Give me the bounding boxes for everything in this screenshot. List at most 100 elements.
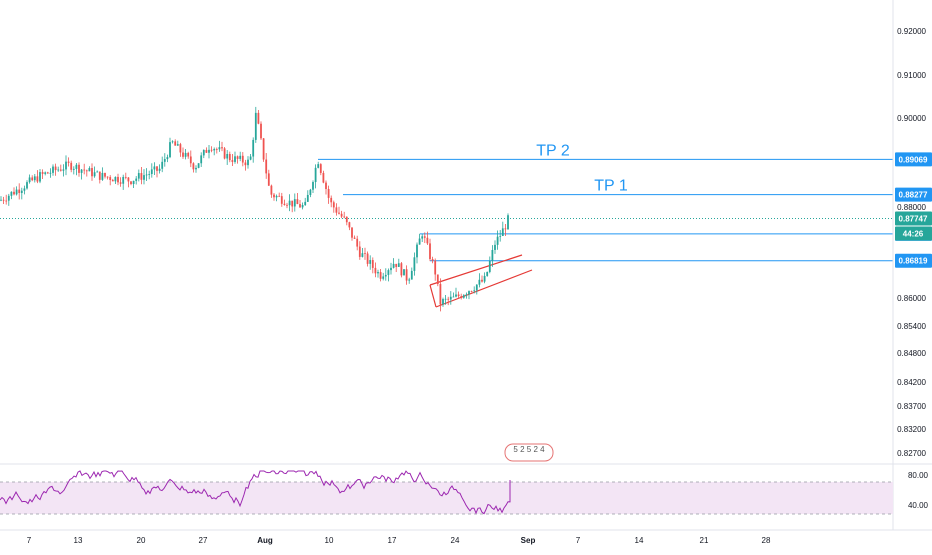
candle-body (70, 162, 73, 170)
candle-body (488, 260, 491, 272)
candle-body (161, 161, 164, 169)
candle-body (408, 279, 411, 281)
candle-body (306, 194, 309, 202)
channel-left-edge (429, 284, 437, 308)
candle-body (353, 237, 356, 239)
candle-body (13, 191, 15, 195)
event-badge[interactable]: 5 2 5 2 4 (504, 443, 554, 462)
candle-body (351, 227, 353, 238)
time-axis: 7 13 20 27 Aug 10 17 24 Sep 7 14 21 28 (0, 529, 932, 545)
price-tick-label: 0.90000 (897, 114, 926, 123)
candle-body (291, 200, 294, 207)
candle-body (309, 189, 312, 195)
level-price-tag: 0.89069 (899, 155, 928, 164)
candle-body (371, 260, 374, 268)
candle-body (218, 147, 221, 150)
candle-body (475, 284, 478, 291)
candle-body (234, 156, 236, 162)
candle-body (494, 244, 496, 250)
candle-body (85, 170, 88, 172)
candle-body (379, 272, 382, 279)
candle-body (205, 149, 208, 153)
candle-body (317, 164, 320, 168)
candle-body (319, 164, 322, 173)
candle-body (260, 123, 262, 139)
candle-body (59, 169, 62, 171)
candle-body (137, 173, 140, 179)
candle-body (366, 253, 369, 264)
countdown-tag: 44:26 (903, 230, 924, 239)
rsi-level-label: 80.00 (908, 471, 929, 480)
candle-body (72, 168, 75, 170)
candle-body (299, 204, 301, 208)
candle-body (491, 249, 494, 261)
candle-body (83, 169, 86, 171)
candle-body (301, 205, 304, 208)
candle-body (400, 263, 403, 276)
time-tick-label: 24 (451, 536, 460, 545)
candle-body (421, 236, 424, 239)
candle-body (501, 228, 504, 236)
candle-body (176, 144, 179, 146)
candle-body (210, 149, 213, 151)
candle-body (252, 139, 255, 157)
candle-body (122, 176, 125, 184)
candle-body (382, 276, 385, 279)
candle-body (483, 275, 486, 282)
candle-body (387, 270, 390, 275)
candle-body (429, 243, 431, 260)
candle-body (23, 188, 26, 191)
price-tick-label: 0.83200 (897, 425, 926, 434)
time-tick-label: 27 (199, 536, 208, 545)
candle-body (434, 260, 437, 275)
channel-lower-line (435, 269, 533, 308)
level-price-tag: 0.86819 (899, 257, 928, 266)
channel-lines (429, 254, 533, 308)
candle-body (345, 216, 348, 223)
candle-body (462, 295, 465, 298)
candle-body (140, 173, 143, 180)
candle-body (390, 267, 392, 271)
candle-body (200, 155, 203, 164)
level-price-tag-bg (895, 152, 932, 167)
candle-body (338, 212, 340, 214)
candle-body (442, 299, 444, 305)
candle-body (460, 296, 463, 298)
rsi-line (0, 470, 511, 515)
candle-body (15, 189, 18, 195)
level-label: TP 2 (536, 142, 570, 159)
candle-body (418, 238, 421, 245)
candle-body (465, 294, 468, 296)
candle-body (270, 185, 273, 195)
time-tick-label: 7 (576, 536, 581, 545)
candle-body (208, 149, 210, 153)
candle-body (67, 161, 70, 163)
candle-body (111, 180, 114, 182)
candle-body (293, 199, 296, 207)
candle-body (78, 164, 80, 173)
candle-body (403, 269, 405, 276)
candle-body (330, 197, 333, 203)
candle-body (369, 260, 372, 264)
candle-body (75, 164, 78, 169)
candle-body (96, 171, 99, 173)
candle-body (486, 271, 489, 276)
candle-body (20, 190, 23, 193)
candle-body (189, 156, 192, 164)
candle-body (215, 149, 218, 150)
candle-body (174, 141, 177, 146)
candle-body (444, 298, 447, 300)
candle-body (241, 155, 244, 163)
candle-body (93, 172, 96, 177)
current-price-tag-bg (895, 211, 932, 226)
candle-body (184, 152, 187, 157)
candle-body (179, 144, 182, 153)
candle-body (405, 269, 408, 281)
rsi-pane: 80.00 40.00 (0, 463, 932, 515)
candle-body (452, 296, 455, 298)
candle-body (195, 167, 197, 170)
candle-body (187, 152, 190, 157)
